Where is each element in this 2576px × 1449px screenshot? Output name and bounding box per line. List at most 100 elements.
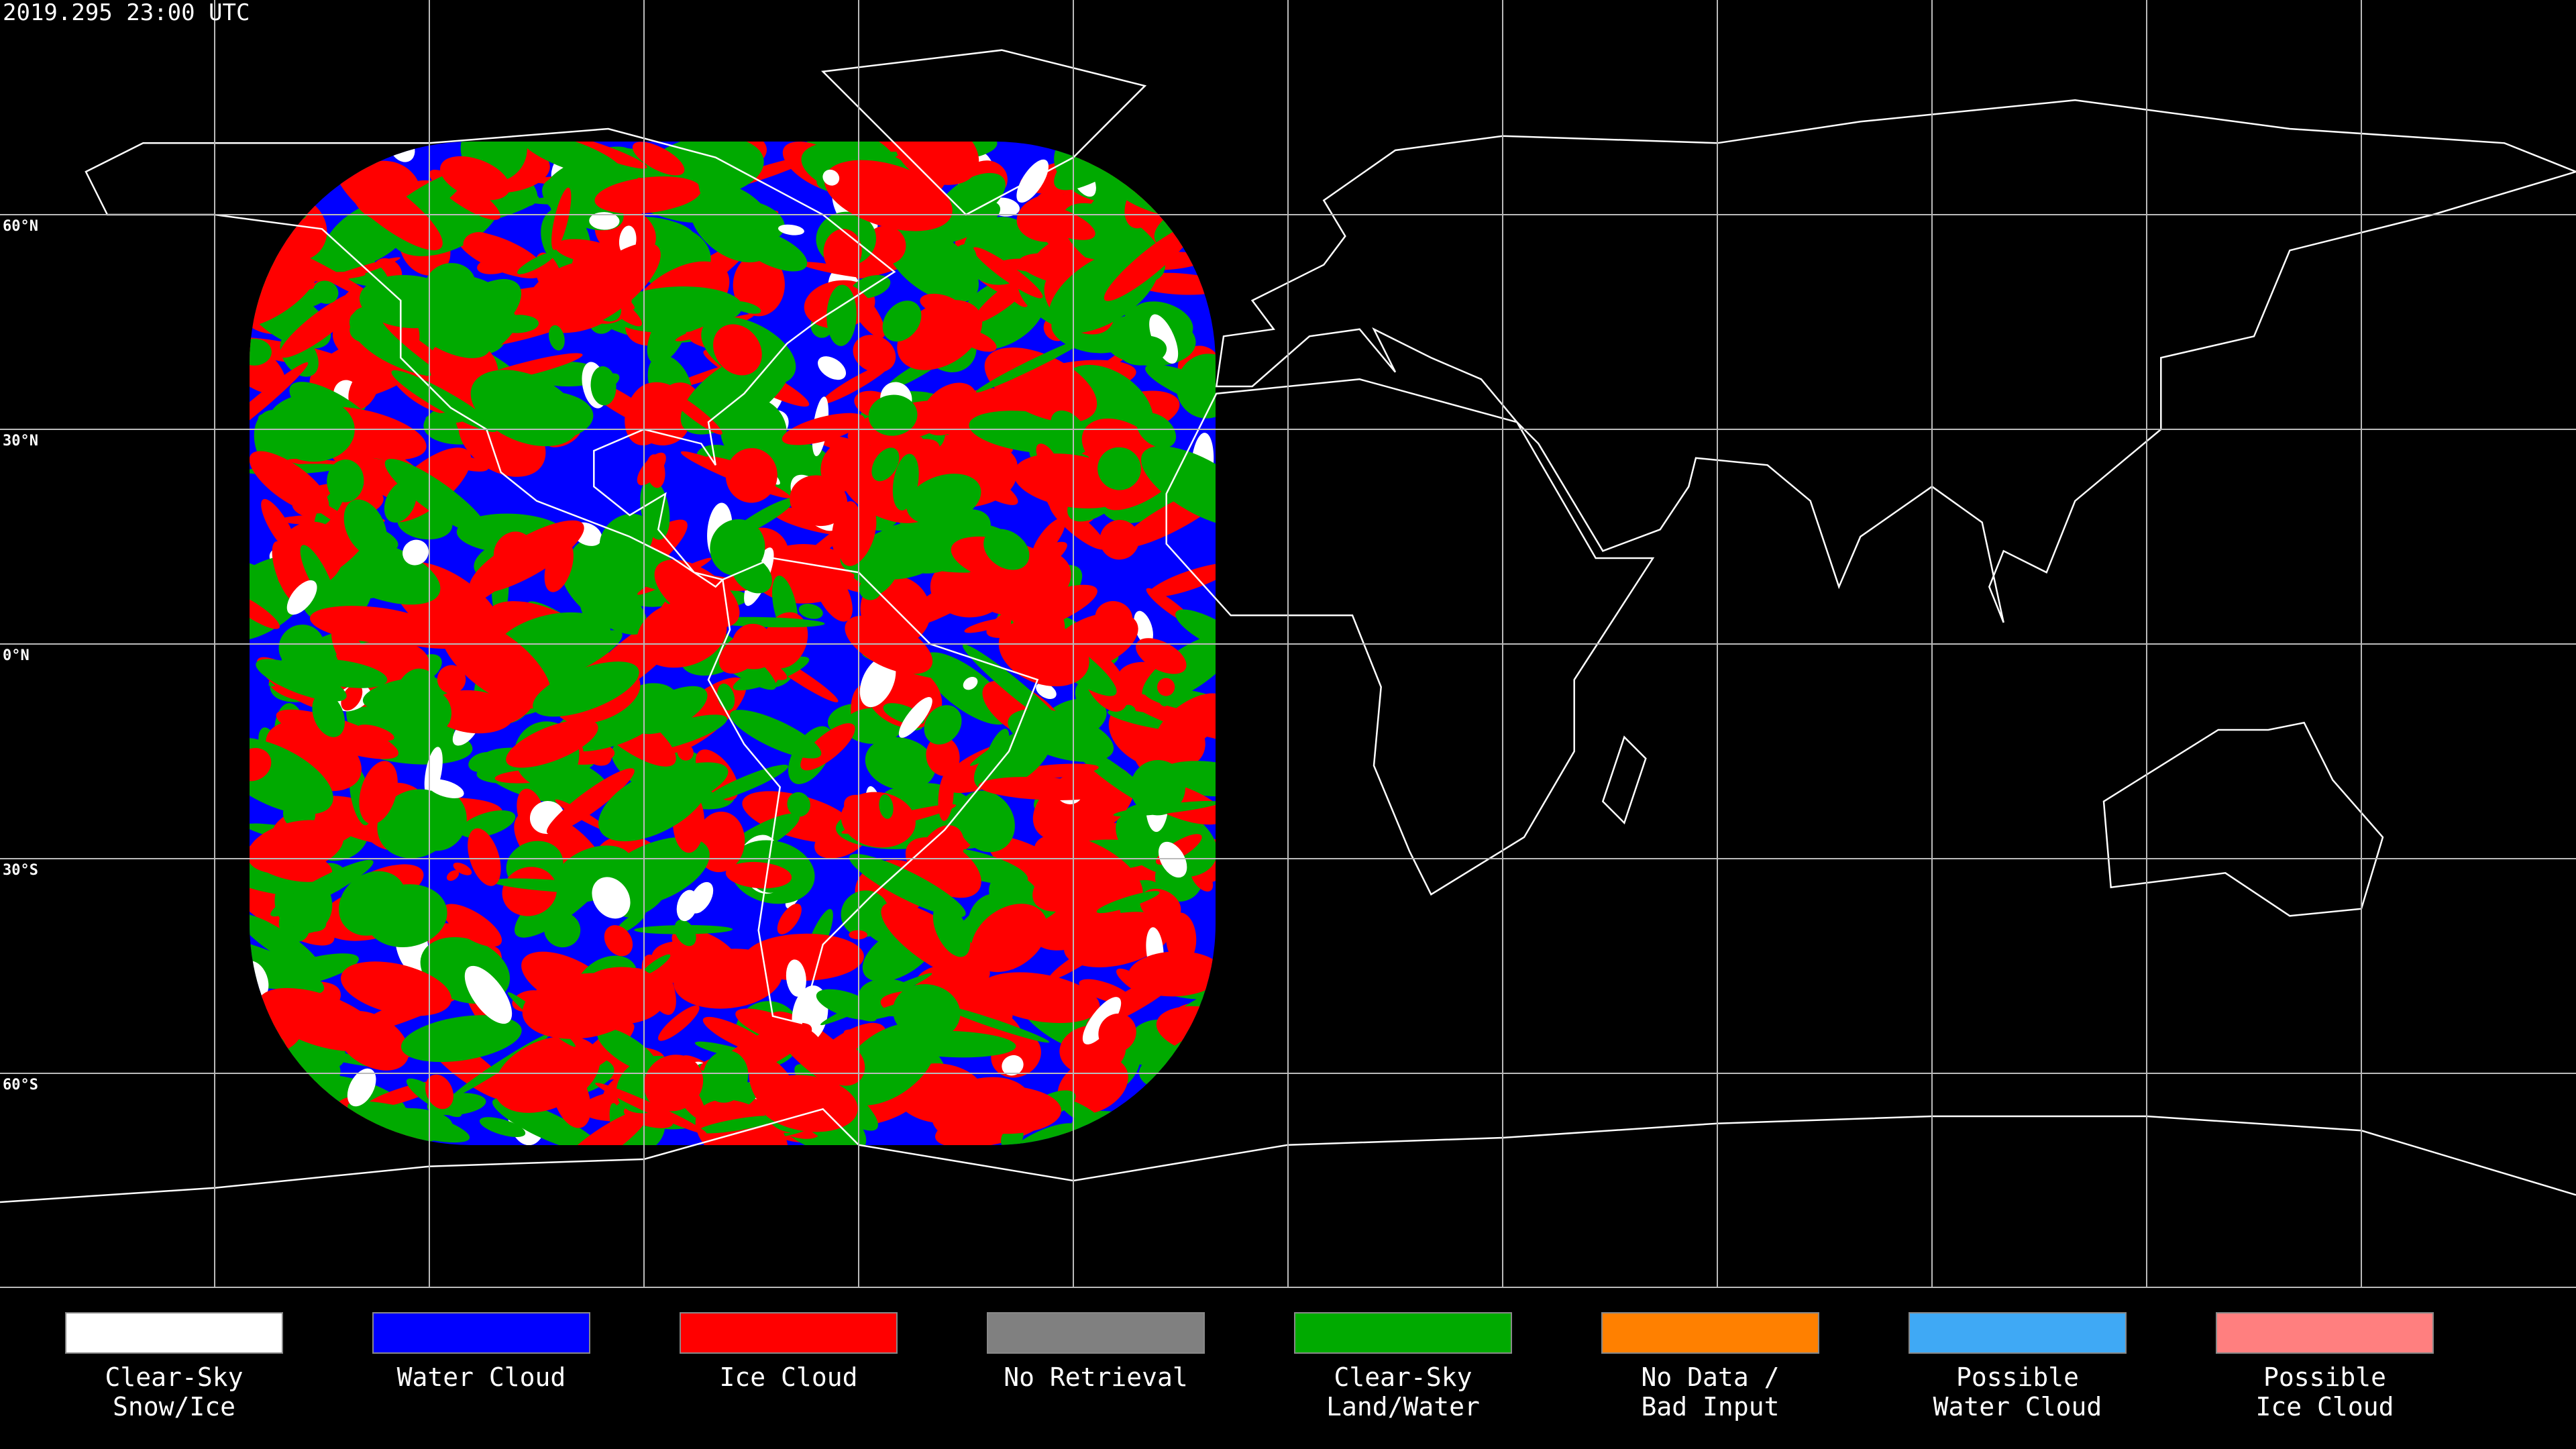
cloud-patch <box>348 368 380 410</box>
cloud-patch <box>868 394 918 436</box>
cloud-patch <box>1104 225 1195 301</box>
cloud-patch <box>798 604 823 619</box>
cloud-patch <box>735 1008 821 1049</box>
cloud-patch <box>258 987 380 1051</box>
cloud-patch <box>468 828 501 886</box>
cloud-patch <box>841 890 890 937</box>
cloud-patch <box>549 325 565 351</box>
coastlines <box>0 49 2576 1203</box>
cloud-patch <box>250 338 272 366</box>
cloud-patch <box>425 413 470 424</box>
legend-label: Clear-Sky <box>1334 1362 1472 1392</box>
legend-label: Land/Water <box>1326 1392 1480 1421</box>
cloud-patch <box>272 541 301 603</box>
cloud-patch <box>1116 283 1145 337</box>
cloud-patch <box>730 710 822 759</box>
cloud-patch <box>477 257 513 274</box>
cloud-patch <box>517 252 555 274</box>
cloud-patch <box>971 904 1048 973</box>
cloud-patch <box>725 861 792 889</box>
cloud-patch <box>402 539 429 566</box>
cloud-patch <box>677 743 694 761</box>
cloud-patch <box>816 989 879 1020</box>
cloud-patch <box>804 558 866 593</box>
legend-label: Water Cloud <box>1933 1392 2102 1421</box>
cloud-patch <box>286 580 317 615</box>
cloud-patch <box>859 578 882 600</box>
cloud-patch <box>284 248 381 304</box>
cloud-patch <box>813 564 853 622</box>
cloud-patch <box>898 697 932 738</box>
cloud-patch <box>632 142 685 176</box>
cloud-patch <box>1136 638 1187 674</box>
cloud-patch <box>1001 258 1077 274</box>
cloud-patch <box>1099 520 1140 560</box>
cloud-patch <box>543 912 581 948</box>
cloud-patch <box>859 656 896 708</box>
cloud-patch <box>845 285 885 338</box>
cloud-patch <box>697 142 712 197</box>
cloud-patch <box>562 242 661 328</box>
cloud-patch <box>1032 518 1065 559</box>
cloud-patch <box>654 559 740 628</box>
cloud-patch <box>313 280 339 304</box>
cloud-patch <box>976 976 1031 1006</box>
cloud-patch <box>790 475 848 527</box>
cloud-patch <box>749 1057 798 1118</box>
cloud-patch <box>1002 1055 1024 1076</box>
cloud-patch <box>643 1055 704 1112</box>
cloud-patch <box>427 779 464 798</box>
cloud-patch <box>327 459 364 502</box>
cloud-patch <box>409 789 467 851</box>
cloud-patch <box>822 169 840 186</box>
legend-swatch <box>987 1312 1205 1354</box>
cloud-patch <box>800 723 855 771</box>
cloud-patch <box>270 859 374 917</box>
legend-label: Water Cloud <box>397 1362 566 1392</box>
cloud-patch <box>657 1005 700 1041</box>
cloud-patch <box>718 633 763 674</box>
graticule <box>0 0 2576 1287</box>
coastline <box>1165 378 1655 896</box>
cloud-patch <box>717 216 766 246</box>
cloud-patch <box>824 160 953 231</box>
cloud-patch <box>1008 593 1065 642</box>
cloud-patch <box>1176 354 1216 419</box>
cloud-patch <box>468 751 500 773</box>
cloud-patch <box>998 619 1089 687</box>
cloud-patch <box>819 1042 865 1086</box>
cloud-patch <box>947 244 977 284</box>
latitude-label: 60°S <box>3 1077 38 1093</box>
cloud-patch <box>900 561 1011 629</box>
latitude-label: 0°N <box>3 647 30 664</box>
cloud-patch <box>446 870 460 881</box>
cloud-patch <box>453 862 472 875</box>
cloud-patch <box>250 914 321 972</box>
cloud-patch <box>1082 997 1122 1044</box>
cloud-patch <box>733 254 785 317</box>
cloud-patch <box>599 513 653 566</box>
cloud-patch <box>849 853 966 918</box>
cloud-patch <box>865 737 936 790</box>
cloud-patch <box>479 1117 526 1137</box>
cloud-patch <box>359 274 459 329</box>
latitude-label: 60°N <box>3 218 38 235</box>
cloud-patch <box>594 176 702 214</box>
cloud-patch <box>335 165 443 251</box>
cloud-patch <box>702 1050 749 1103</box>
cloud-patch <box>1158 841 1187 878</box>
cloud-patch <box>697 1116 779 1134</box>
coastline <box>1601 735 1647 825</box>
cloud-patch <box>437 665 466 694</box>
cloud-patch <box>347 1068 376 1107</box>
cloud-patch <box>725 447 777 503</box>
cloud-patch <box>924 705 962 745</box>
cloud-patch <box>820 363 891 405</box>
cloud-patch <box>555 239 622 264</box>
cloud-patch <box>940 1005 1050 1043</box>
cloud-patch <box>312 693 345 737</box>
cloud-patch <box>1097 447 1141 490</box>
cloud-patch <box>926 736 960 776</box>
